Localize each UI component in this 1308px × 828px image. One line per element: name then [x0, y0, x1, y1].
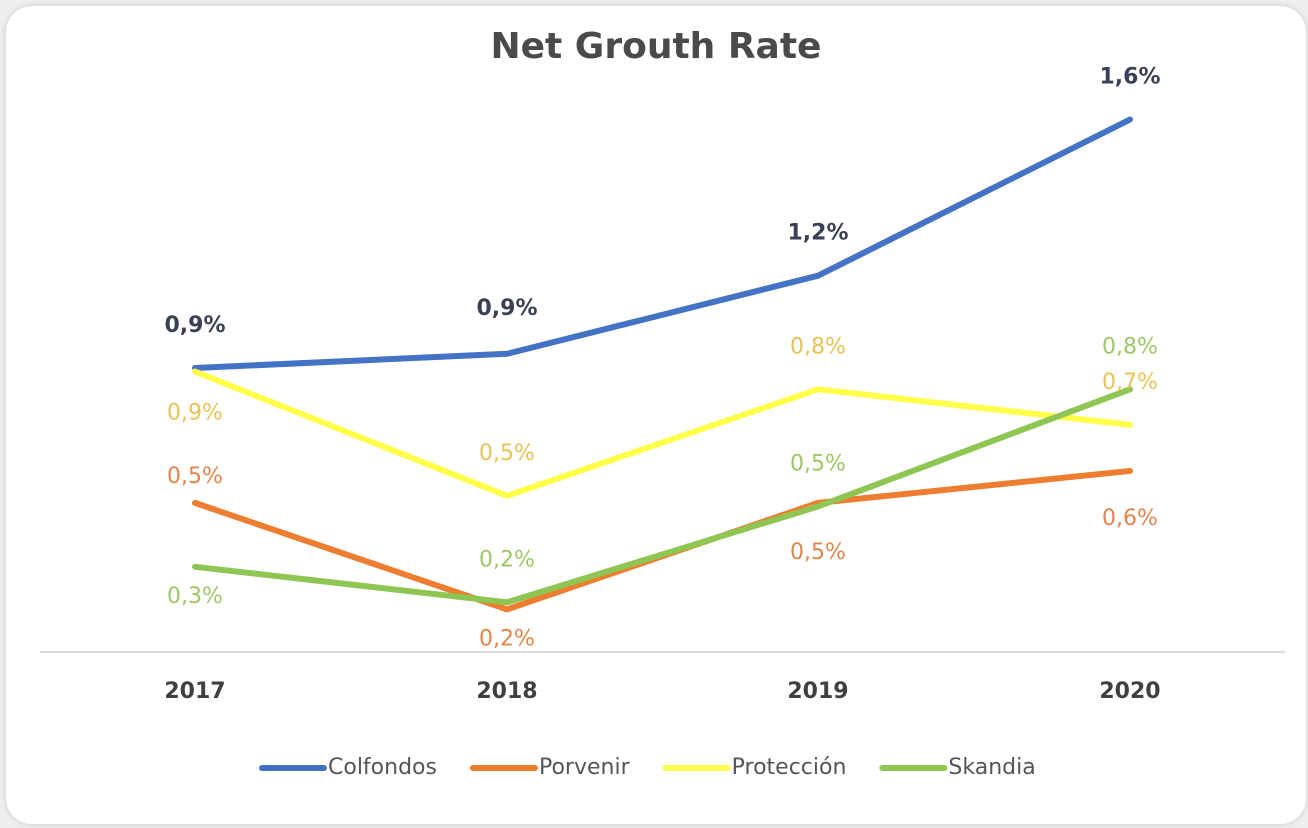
- data-label: 0,5%: [479, 441, 535, 466]
- data-label: 0,9%: [164, 313, 225, 338]
- data-label: 0,5%: [790, 540, 846, 565]
- data-label: 0,8%: [790, 334, 846, 359]
- x-tick-label: 2019: [787, 679, 848, 704]
- data-label: 1,2%: [787, 221, 848, 246]
- legend-label: Skandia: [948, 755, 1035, 780]
- data-label: 1,6%: [1099, 65, 1160, 90]
- series-line: [192, 386, 1133, 606]
- data-label: 0,8%: [1102, 334, 1158, 359]
- legend-label: Protección: [732, 755, 847, 780]
- legend-label: Porvenir: [539, 755, 631, 780]
- data-label: 0,2%: [479, 547, 535, 572]
- legend-label: Colfondos: [328, 755, 437, 780]
- x-tick-label: 2017: [164, 679, 225, 704]
- data-label: 0,2%: [479, 626, 535, 651]
- data-label: 0,9%: [476, 296, 537, 321]
- data-label: 0,7%: [1102, 370, 1158, 395]
- series-line: [192, 467, 1133, 613]
- data-label: 0,5%: [167, 464, 223, 489]
- x-tick-label: 2018: [476, 679, 537, 704]
- chart-title: Net Grouth Rate: [491, 26, 822, 67]
- series-line: [192, 116, 1133, 371]
- series-line: [192, 368, 1133, 499]
- data-label: 0,5%: [790, 451, 846, 476]
- data-label: 0,9%: [167, 401, 223, 426]
- x-tick-label: 2020: [1099, 679, 1160, 704]
- data-label: 0,3%: [167, 584, 223, 609]
- data-label: 0,6%: [1102, 506, 1158, 531]
